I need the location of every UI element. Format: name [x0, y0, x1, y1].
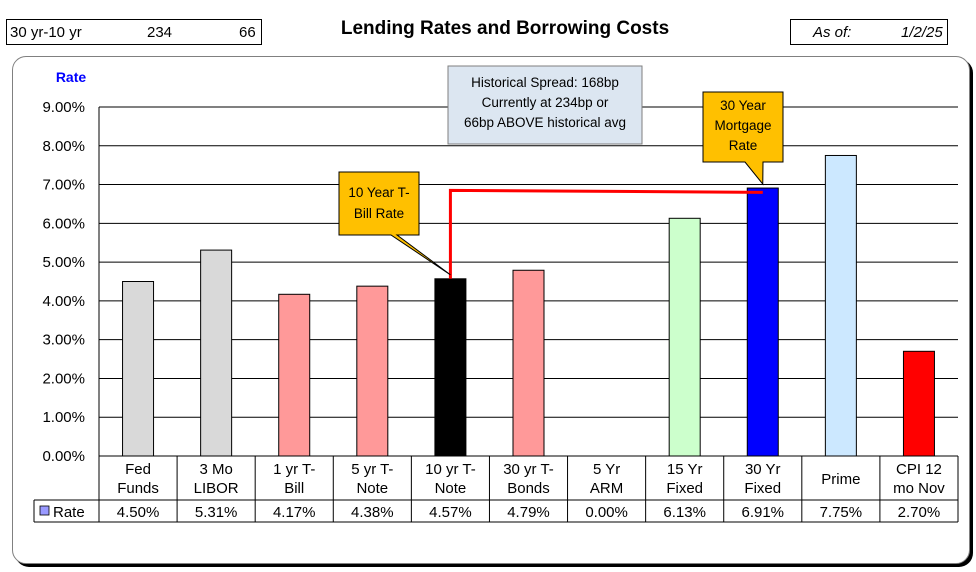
- data-label: 6.13%: [663, 504, 706, 521]
- x-tick-label: 5 Yr: [593, 461, 620, 478]
- spread-label: 30 yr-10 yr: [10, 24, 82, 41]
- x-tick-label: 5 yr T-: [351, 461, 393, 478]
- y-tick-label: 7.00%: [42, 177, 85, 194]
- y-tick-label: 6.00%: [42, 215, 85, 232]
- x-tick-label: Prime: [821, 471, 860, 488]
- bar: [200, 249, 233, 457]
- chart-title: Lending Rates and Borrowing Costs: [340, 18, 670, 39]
- spread-note-text: Currently at 234bp or: [482, 95, 609, 110]
- x-tick-label: ARM: [590, 480, 623, 497]
- data-label: 4.50%: [117, 504, 160, 521]
- bar: [824, 154, 857, 457]
- x-tick-label: 10 yr T-: [425, 461, 476, 478]
- bar: [356, 285, 389, 457]
- y-tick-label: 9.00%: [42, 99, 85, 116]
- x-tick-label: Note: [356, 480, 388, 497]
- y-tick-label: 3.00%: [42, 332, 85, 349]
- spread-vs-avg: 66: [239, 24, 256, 41]
- legend-label: Rate: [53, 504, 85, 521]
- y-tick-label: 0.00%: [42, 448, 85, 465]
- ten-year-callout-text: 10 Year T-: [348, 185, 409, 200]
- data-label: 5.31%: [195, 504, 238, 521]
- bar: [434, 278, 467, 457]
- x-tick-label: Fixed: [666, 480, 703, 497]
- x-tick-label: LIBOR: [194, 480, 239, 497]
- x-tick-label: Note: [435, 480, 467, 497]
- bar: [668, 217, 701, 457]
- x-tick-label: Bill: [284, 480, 304, 497]
- x-tick-label: Fed: [125, 461, 151, 478]
- thirty-year-callout: [702, 91, 784, 186]
- thirty-year-callout-text: Rate: [729, 138, 758, 153]
- spread-note-text: 66bp ABOVE historical avg: [464, 115, 626, 130]
- data-label: 4.17%: [273, 504, 316, 521]
- ten-year-callout: [338, 171, 451, 276]
- bar: [512, 269, 545, 457]
- asof-date: 1/2/25: [901, 24, 943, 41]
- data-label: 4.79%: [507, 504, 550, 521]
- x-tick-label: Fixed: [744, 480, 781, 497]
- thirty-year-callout-text: Mortgage: [714, 118, 771, 133]
- asof-box: As of: 1/2/25: [790, 19, 948, 45]
- x-tick-label: CPI 12: [896, 461, 942, 478]
- x-tick-label: 15 Yr: [667, 461, 703, 478]
- y-tick-label: 4.00%: [42, 293, 85, 310]
- data-label: 7.75%: [820, 504, 863, 521]
- y-axis-label: Rate: [56, 69, 87, 85]
- y-tick-label: 8.00%: [42, 138, 85, 155]
- ten-year-callout-text: Bill Rate: [354, 206, 404, 221]
- y-tick-label: 2.00%: [42, 370, 85, 387]
- legend-marker: [39, 505, 50, 516]
- data-label: 2.70%: [898, 504, 941, 521]
- bar: [746, 187, 779, 457]
- data-label: 6.91%: [741, 504, 784, 521]
- data-label: 4.38%: [351, 504, 394, 521]
- thirty-year-callout-text: 30 Year: [720, 98, 766, 113]
- x-tick-label: Funds: [117, 480, 159, 497]
- x-tick-label: 3 Mo: [199, 461, 232, 478]
- bar: [122, 281, 155, 457]
- bar: [278, 293, 311, 457]
- spread-summary-box: 30 yr-10 yr 234 66: [6, 19, 262, 45]
- spread-current: 234: [147, 24, 173, 41]
- data-label: 4.57%: [429, 504, 472, 521]
- x-tick-label: 1 yr T-: [273, 461, 315, 478]
- spread-note-box: [447, 65, 643, 145]
- y-tick-label: 1.00%: [42, 409, 85, 426]
- y-tick-label: 5.00%: [42, 254, 85, 271]
- bar: [902, 350, 935, 457]
- spread-note-text: Historical Spread: 168bp: [471, 75, 619, 90]
- x-tick-label: mo Nov: [893, 480, 945, 497]
- asof-label: As of:: [813, 24, 852, 41]
- data-label: 0.00%: [585, 504, 628, 521]
- x-tick-label: Bonds: [507, 480, 550, 497]
- x-tick-label: 30 yr T-: [503, 461, 554, 478]
- x-tick-label: 30 Yr: [745, 461, 781, 478]
- spread-line: [448, 188, 763, 279]
